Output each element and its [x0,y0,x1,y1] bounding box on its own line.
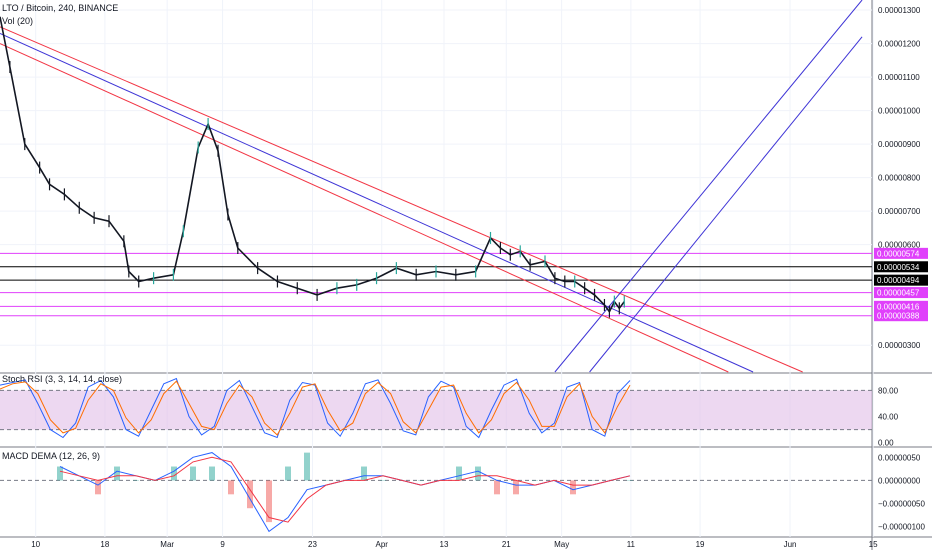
level-tag-label: 0.00000416 [877,302,920,311]
macd-label: MACD DEMA (12, 26, 9) [2,451,101,461]
macd-tick-label: 0.00000050 [878,453,921,462]
macd-histogram-bar [209,466,215,481]
time-tick-label: 10 [31,540,40,549]
macd-histogram-bar [266,480,272,523]
macd-histogram-bar [76,480,82,481]
macd-histogram-bar [627,480,633,481]
price-series-line [0,16,625,314]
time-tick-label: 9 [220,540,225,549]
macd-histogram-bar [228,480,234,495]
time-tick-label: Mar [160,540,174,549]
macd-histogram-bar [513,480,519,495]
macd-histogram-bar [323,480,329,481]
macd-histogram-bar [57,466,63,481]
price-tick-label: 0.00001200 [878,40,921,49]
macd-tick-label: −0.00000050 [878,500,925,509]
stoch-tick-label: 80.00 [878,386,899,395]
time-tick-label: Jun [784,540,797,549]
time-tick-label: 21 [502,540,511,549]
stoch-tick-label: 0.00 [878,439,894,448]
level-tag-label: 0.00000534 [877,263,920,272]
stoch-series-d [0,380,631,436]
trendline [554,0,863,373]
level-tag [874,300,928,312]
macd-histogram-bar [304,452,310,481]
macd-histogram-bar [171,466,177,481]
trendline [0,43,729,373]
macd-histogram-bar [247,480,253,509]
macd-series-signal [59,456,631,523]
macd-histogram-bar [475,466,481,481]
stoch-label: Stoch RSI (3, 3, 14, 14, close) [2,374,123,384]
trendline [589,36,863,373]
macd-tick-label: 0.00000000 [878,476,921,485]
macd-histogram-bar [133,480,139,481]
macd-histogram-bar [589,480,595,481]
price-tick-label: 0.00001000 [878,107,921,116]
time-tick-label: 18 [100,540,109,549]
level-tag [874,274,928,286]
trendline [0,26,803,373]
level-tag-label: 0.00000457 [877,289,920,298]
time-tick-label: 15 [869,540,878,549]
macd-histogram-bar [361,466,367,481]
symbol-title: LTO / Bitcoin, 240, BINANCE [2,3,119,13]
level-tag [874,247,928,259]
macd-histogram-bar [95,480,101,495]
time-tick-label: 23 [308,540,317,549]
macd-histogram-bar [380,480,386,481]
level-tag [874,261,928,273]
macd-histogram-bar [570,480,576,495]
macd-histogram-bar [532,480,538,481]
level-tag-label: 0.00000494 [877,276,920,285]
macd-histogram-bar [114,466,120,481]
price-tick-label: 0.00000300 [878,341,921,350]
time-tick-label: 13 [440,540,449,549]
macd-tick-label: −0.00000100 [878,523,925,532]
level-tag-label: 0.00000388 [877,312,920,321]
level-tag-label: 0.00000574 [877,249,920,258]
price-tick-label: 0.00000700 [878,207,921,216]
macd-histogram-bar [190,466,196,481]
macd-histogram-bar [285,466,291,481]
trendline [0,33,754,373]
time-tick-label: Apr [375,540,388,549]
stoch-tick-label: 40.00 [878,413,899,422]
level-tag [874,287,928,299]
price-tick-label: 0.00000900 [878,140,921,149]
price-tick-label: 0.00000800 [878,174,921,183]
macd-histogram-bar [456,466,462,481]
time-tick-label: 19 [696,540,705,549]
time-tick-label: May [554,540,569,549]
macd-histogram-bar [418,480,424,481]
time-tick-label: 11 [627,540,636,549]
price-tick-label: 0.00001100 [878,73,920,82]
macd-histogram-bar [494,480,500,495]
level-tag [874,310,928,322]
price-tick-label: 0.00001300 [878,6,921,15]
price-tick-label: 0.00000600 [878,241,921,250]
volume-label: Vol (20) [2,16,34,26]
